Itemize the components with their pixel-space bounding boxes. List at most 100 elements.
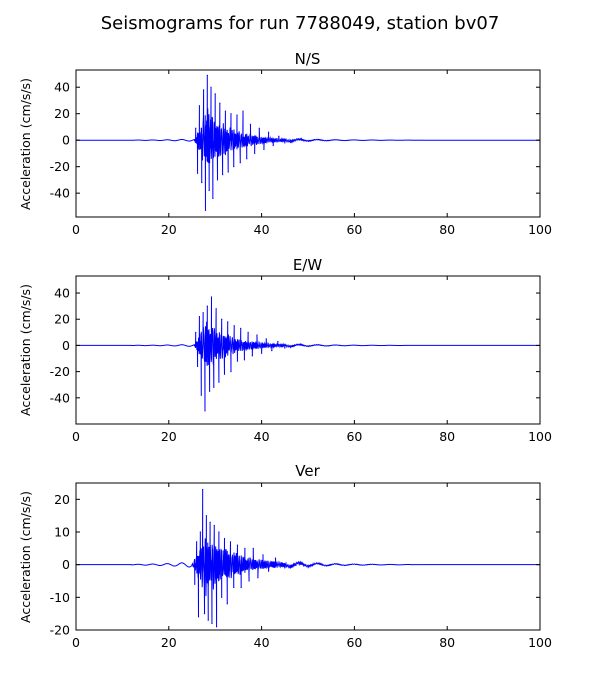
trace-peak-ew-27 [284, 347, 286, 349]
trace-peak-ew-10 [215, 308, 217, 310]
trace-peak-ver-13 [221, 596, 223, 598]
panel-title-ver: Ver [295, 462, 320, 480]
trace-peak-ver-2 [197, 616, 200, 618]
trace-peak-ver-24 [262, 554, 264, 556]
trace-peak-ns-11 [216, 179, 219, 181]
trace-peak-ver-17 [233, 586, 235, 589]
panel-ns: N/S Acceleration (cm/s/s) 0 20 40 60 80 100 -4… [18, 50, 552, 237]
trace-peak-ver-16 [229, 541, 232, 543]
trace-peak-ver-10 [213, 524, 215, 527]
y-tick-label-ver-1: -10 [50, 590, 70, 605]
trace-peak-ver-7 [207, 619, 209, 621]
axes-frame-ew [75, 275, 541, 425]
trace-peak-ew-19 [243, 359, 246, 361]
trace-peak-ver-0 [194, 583, 196, 585]
x-tick-label-ver-0: 0 [72, 635, 80, 650]
trace-peak-ns-24 [258, 127, 260, 129]
trace-peak-ns-17 [233, 166, 235, 168]
trace-peak-ns-26 [267, 131, 270, 133]
trace-peak-ns-19 [239, 162, 241, 164]
trace-peak-ew-21 [251, 355, 253, 357]
x-tick-label-ew-0: 0 [72, 429, 80, 444]
trace-peak-ver-6 [205, 515, 207, 517]
trace-line-ew [76, 296, 540, 411]
trace-peak-ver-1 [196, 541, 198, 543]
trace-peak-ew-11 [218, 381, 220, 383]
x-tick-label-ver-3: 60 [346, 635, 362, 650]
trace-peak-ns-5 [204, 209, 207, 211]
panel-title-ew: E/W [293, 256, 323, 274]
x-tick-label-ver-4: 80 [439, 635, 455, 650]
trace-peak-ew-15 [230, 371, 232, 373]
trace-peak-ver-27 [284, 567, 286, 569]
trace-peak-ew-9 [213, 386, 215, 388]
trace-peak-ns-2 [198, 105, 201, 107]
x-tick-label-ew-1: 20 [161, 429, 177, 444]
x-tick-label-ver-1: 20 [161, 635, 177, 650]
trace-peak-ver-25 [267, 570, 270, 572]
x-tick-label-ew-4: 80 [439, 429, 455, 444]
trace-peak-ns-0 [195, 127, 197, 129]
y-tick-label-ver-4: 20 [54, 492, 70, 507]
trace-peak-ns-28 [278, 135, 280, 137]
trace-line-ver [76, 489, 540, 627]
trace-peak-ver-22 [252, 547, 254, 549]
trace-peak-ver-4 [202, 488, 204, 491]
trace-line-ns [76, 75, 540, 211]
trace-peak-ns-15 [227, 171, 229, 173]
y-tick-label-ns-0: -40 [50, 186, 70, 201]
trace-peak-ver-11 [215, 626, 218, 628]
trace-peak-ns-25 [263, 148, 265, 151]
x-tick-label-ns-3: 60 [346, 222, 362, 237]
x-tick-label-ver-5: 100 [528, 635, 552, 650]
trace-peak-ew-13 [223, 373, 226, 375]
axes-frame-ver [75, 482, 541, 631]
y-tick-label-ver-2: 0 [62, 557, 70, 572]
trace-peak-ns-29 [284, 142, 286, 144]
y-axis-label-ver: Acceleration (cm/s/s) [18, 491, 33, 623]
panel-ver: Ver Acceleration (cm/s/s) 0 20 40 60 80 100-2… [18, 462, 552, 650]
trace-peak-ns-21 [246, 158, 248, 160]
trace-peak-ns-3 [201, 181, 203, 184]
x-tick-label-ns-2: 40 [254, 222, 270, 237]
trace-peak-ns-4 [203, 89, 205, 91]
x-tick-label-ns-1: 20 [161, 222, 177, 237]
x-tick-label-ns-4: 80 [439, 222, 455, 237]
y-tick-label-ns-4: 40 [54, 80, 70, 95]
trace-peak-ew-17 [236, 360, 239, 362]
trace-peak-ns-23 [254, 152, 256, 155]
figure-title: Seismograms for run 7788049, station bv0… [101, 13, 500, 34]
trace-peak-ns-6 [206, 74, 208, 76]
y-tick-label-ver-0: -20 [50, 623, 70, 638]
trace-peak-ver-8 [209, 521, 211, 523]
trace-peak-ew-25 [271, 350, 273, 352]
x-tick-label-ew-5: 100 [528, 429, 552, 444]
y-tick-label-ns-1: -20 [50, 159, 70, 174]
trace-peak-ns-8 [210, 86, 212, 88]
axes-frame-ns [75, 69, 541, 218]
panel-ew: E/W Acceleration (cm/s/s) 0 20 40 60 80 100 -4… [18, 256, 552, 444]
trace-peak-ns-18 [236, 114, 238, 116]
trace-peak-ew-20 [247, 331, 249, 333]
trace-peak-ew-12 [221, 318, 223, 320]
trace-peak-ew-24 [265, 338, 267, 340]
trace-peak-ver-19 [240, 586, 242, 589]
x-tick-label-ew-2: 40 [254, 429, 270, 444]
trace-peak-ver-21 [248, 580, 250, 582]
trace-peak-ns-1 [196, 172, 199, 174]
trace-peak-ns-22 [249, 123, 252, 125]
y-tick-label-ew-2: 0 [62, 338, 70, 353]
trace-peak-ver-14 [223, 537, 226, 540]
trace-peak-ver-9 [211, 622, 213, 625]
y-axis-label-ns: Acceleration (cm/s/s) [18, 78, 33, 210]
trace-peak-ew-14 [227, 321, 229, 323]
trace-peak-ew-2 [198, 316, 201, 318]
trace-peak-ew-5 [204, 410, 206, 412]
trace-peak-ns-20 [242, 110, 244, 112]
trace-peak-ns-7 [208, 189, 210, 192]
trace-peak-ver-26 [274, 557, 277, 559]
trace-peak-ew-0 [195, 331, 197, 333]
panel-title-ns: N/S [295, 50, 321, 68]
trace-peak-ns-27 [272, 144, 274, 147]
